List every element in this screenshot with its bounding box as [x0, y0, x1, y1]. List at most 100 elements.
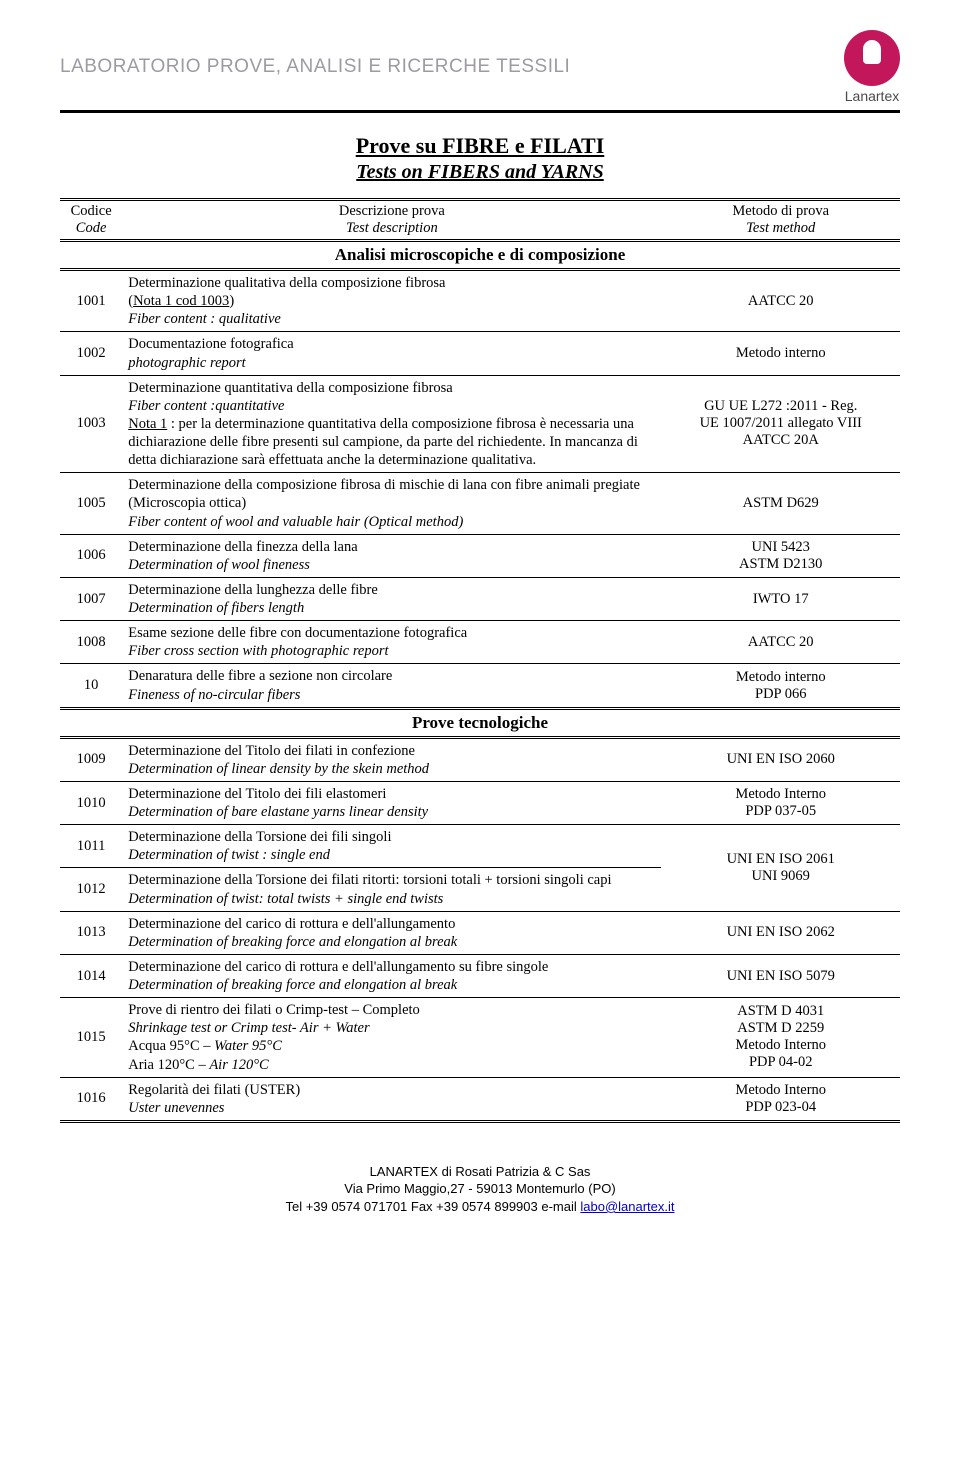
code-cell: 1002 — [60, 332, 122, 375]
desc-mix: Aria 120°C – Air 120°C — [128, 1056, 655, 1074]
page-footer: LANARTEX di Rosati Patrizia & C Sas Via … — [60, 1163, 900, 1216]
table-row: 1014 Determinazione del carico di rottur… — [60, 954, 900, 997]
desc-it: Determinazione del Titolo dei filati in … — [128, 742, 655, 760]
table-row: 1010 Determinazione del Titolo dei fili … — [60, 781, 900, 824]
method-cell: ASTM D629 — [661, 473, 900, 534]
code-cell: 1014 — [60, 954, 122, 997]
method-cell: UNI EN ISO 2060 — [661, 737, 900, 781]
code-cell: 1007 — [60, 577, 122, 620]
method-line: Metodo Interno — [667, 1037, 894, 1054]
desc-it: Determinazione quantitativa della compos… — [128, 379, 655, 397]
desc-it: Determinazione del Titolo dei fili elast… — [128, 785, 655, 803]
page-header: LABORATORIO PROVE, ANALISI E RICERCHE TE… — [60, 30, 900, 104]
sub-title: Tests on FIBERS and YARNS — [60, 161, 900, 184]
desc-it: Determinazione della finezza della lana — [128, 538, 655, 556]
method-cell: AATCC 20 — [661, 621, 900, 664]
desc-en: Determination of breaking force and elon… — [128, 976, 655, 994]
section-row: Analisi microscopiche e di composizione — [60, 241, 900, 270]
code-cell: 1006 — [60, 534, 122, 577]
desc-it: Determinazione del carico di rottura e d… — [128, 915, 655, 933]
method-line: Metodo Interno — [667, 786, 894, 803]
method-line: Metodo interno — [667, 669, 894, 686]
footer-email-link[interactable]: labo@lanartex.it — [580, 1199, 674, 1214]
method-cell: IWTO 17 — [661, 577, 900, 620]
method-line: PDP 037-05 — [667, 803, 894, 820]
desc-it: Denaratura delle fibre a sezione non cir… — [128, 667, 655, 685]
hdr-method-en: Test method — [667, 220, 894, 237]
desc-mix: Acqua 95°C – Water 95°C — [128, 1037, 655, 1055]
desc-it: Determinazione della Torsione dei fili s… — [128, 828, 655, 846]
desc-it: Esame sezione delle fibre con documentaz… — [128, 624, 655, 642]
desc-en: Shrinkage test or Crimp test- Air + Wate… — [128, 1019, 655, 1037]
method-line: PDP 023-04 — [667, 1099, 894, 1116]
desc-it: Determinazione del carico di rottura e d… — [128, 958, 655, 976]
table-row: 1006 Determinazione della finezza della … — [60, 534, 900, 577]
method-cell: UNI EN ISO 2062 — [661, 911, 900, 954]
method-line: UNI EN ISO 2061 — [667, 851, 894, 868]
desc-en: Fiber content : qualitative — [128, 310, 655, 328]
hdr-code-it: Codice — [66, 203, 116, 220]
method-line: GU UE L272 :2011 - Reg. — [667, 398, 894, 415]
table-row: 1003 Determinazione quantitativa della c… — [60, 375, 900, 473]
method-line: ASTM D 2259 — [667, 1020, 894, 1037]
desc-it: Regolarità dei filati (USTER) — [128, 1081, 655, 1099]
code-cell: 1009 — [60, 737, 122, 781]
section-title: Prove tecnologiche — [60, 708, 900, 737]
desc-en: Fiber content of wool and valuable hair … — [128, 513, 655, 531]
desc-it: Determinazione della composizione fibros… — [128, 476, 655, 512]
desc-it-note: (Nota 1 cod 1003) — [128, 292, 655, 310]
section-row: Prove tecnologiche — [60, 708, 900, 737]
desc-en: Determination of bare elastane yarns lin… — [128, 803, 655, 821]
code-cell: 1003 — [60, 375, 122, 473]
code-cell: 1001 — [60, 270, 122, 332]
desc-note: Nota 1 : per la determinazione quantitat… — [128, 415, 655, 469]
header-divider — [60, 110, 900, 113]
desc-it: Documentazione fotografica — [128, 335, 655, 353]
table-row: 1013 Determinazione del carico di rottur… — [60, 911, 900, 954]
section-title: Analisi microscopiche e di composizione — [60, 241, 900, 270]
method-line: UNI 9069 — [667, 868, 894, 885]
code-cell: 1015 — [60, 998, 122, 1078]
hdr-desc-it: Descrizione prova — [128, 203, 655, 220]
main-title: Prove su FIBRE e FILATI — [60, 133, 900, 159]
logo-icon — [844, 30, 900, 86]
footer-line: Via Primo Maggio,27 - 59013 Montemurlo (… — [60, 1180, 900, 1198]
desc-en: Determination of twist : single end — [128, 846, 655, 864]
method-line: AATCC 20A — [667, 432, 894, 449]
table-header-row: Codice Code Descrizione prova Test descr… — [60, 200, 900, 241]
logo-text: Lanartex — [845, 88, 899, 104]
code-cell: 1016 — [60, 1077, 122, 1121]
method-line: Metodo Interno — [667, 1082, 894, 1099]
method-cell: Metodo interno — [661, 332, 900, 375]
desc-en: Determination of fibers length — [128, 599, 655, 617]
desc-it: Prove di rientro dei filati o Crimp-test… — [128, 1001, 655, 1019]
code-cell: 1011 — [60, 825, 122, 868]
lab-title: LABORATORIO PROVE, ANALISI E RICERCHE TE… — [60, 56, 570, 78]
method-line: PDP 04-02 — [667, 1054, 894, 1071]
table-row: 1008 Esame sezione delle fibre con docum… — [60, 621, 900, 664]
desc-en: Fineness of no-circular fibers — [128, 686, 655, 704]
method-cell: AATCC 20 — [661, 270, 900, 332]
code-cell: 1005 — [60, 473, 122, 534]
method-line: PDP 066 — [667, 686, 894, 703]
table-row: 1005 Determinazione della composizione f… — [60, 473, 900, 534]
code-cell: 10 — [60, 664, 122, 708]
desc-en: Determination of linear density by the s… — [128, 760, 655, 778]
method-line: ASTM D 4031 — [667, 1003, 894, 1020]
hdr-desc-en: Test description — [128, 220, 655, 237]
code-cell: 1013 — [60, 911, 122, 954]
desc-en: Fiber cross section with photographic re… — [128, 642, 655, 660]
table-row: 1007 Determinazione della lunghezza dell… — [60, 577, 900, 620]
hdr-method-it: Metodo di prova — [667, 203, 894, 220]
table-row: 1015 Prove di rientro dei filati o Crimp… — [60, 998, 900, 1078]
desc-en: Determination of twist: total twists + s… — [128, 890, 655, 908]
hdr-code-en: Code — [66, 220, 116, 237]
table-row: 1002 Documentazione fotografica photogra… — [60, 332, 900, 375]
table-row: 1016 Regolarità dei filati (USTER) Uster… — [60, 1077, 900, 1121]
method-line: UE 1007/2011 allegato VIII — [667, 415, 894, 432]
desc-it: Determinazione della lunghezza delle fib… — [128, 581, 655, 599]
method-cell: UNI EN ISO 5079 — [661, 954, 900, 997]
desc-en: Determination of breaking force and elon… — [128, 933, 655, 951]
code-cell: 1012 — [60, 868, 122, 911]
tests-table: Codice Code Descrizione prova Test descr… — [60, 198, 900, 1123]
